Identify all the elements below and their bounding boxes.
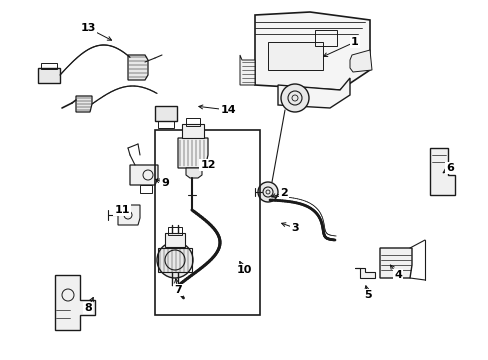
Text: 4: 4 bbox=[393, 270, 401, 280]
Bar bbox=[182, 124, 203, 138]
Text: 12: 12 bbox=[200, 160, 215, 170]
Polygon shape bbox=[278, 78, 349, 108]
Bar bbox=[38, 68, 60, 83]
Polygon shape bbox=[354, 268, 374, 278]
Bar bbox=[158, 121, 174, 128]
Polygon shape bbox=[379, 248, 411, 278]
Text: 1: 1 bbox=[350, 37, 358, 47]
Polygon shape bbox=[128, 55, 148, 80]
Text: 14: 14 bbox=[220, 105, 235, 115]
Polygon shape bbox=[55, 275, 95, 330]
Bar bbox=[168, 227, 182, 235]
Text: 3: 3 bbox=[290, 223, 298, 233]
Text: 9: 9 bbox=[161, 178, 168, 188]
Bar bbox=[155, 130, 260, 315]
Circle shape bbox=[157, 242, 193, 278]
Circle shape bbox=[258, 182, 278, 202]
Polygon shape bbox=[254, 12, 369, 90]
Polygon shape bbox=[240, 55, 254, 85]
Polygon shape bbox=[429, 148, 454, 195]
Text: 2: 2 bbox=[280, 188, 287, 198]
Text: 10: 10 bbox=[236, 265, 251, 275]
Text: 7: 7 bbox=[174, 285, 182, 295]
Polygon shape bbox=[349, 50, 371, 72]
Text: 11: 11 bbox=[114, 205, 129, 215]
Text: 6: 6 bbox=[445, 163, 453, 173]
Bar bbox=[140, 185, 152, 193]
Text: 13: 13 bbox=[80, 23, 96, 33]
Bar bbox=[314, 30, 336, 46]
Polygon shape bbox=[178, 138, 207, 168]
Circle shape bbox=[281, 84, 308, 112]
Bar bbox=[185, 118, 200, 126]
Text: 5: 5 bbox=[364, 290, 371, 300]
Bar bbox=[164, 233, 184, 247]
Text: 8: 8 bbox=[84, 303, 92, 313]
Bar bbox=[155, 106, 177, 121]
Bar bbox=[41, 63, 57, 69]
Polygon shape bbox=[185, 168, 202, 178]
Polygon shape bbox=[76, 96, 92, 112]
Bar bbox=[267, 42, 323, 70]
Polygon shape bbox=[118, 205, 140, 225]
Polygon shape bbox=[130, 165, 158, 185]
